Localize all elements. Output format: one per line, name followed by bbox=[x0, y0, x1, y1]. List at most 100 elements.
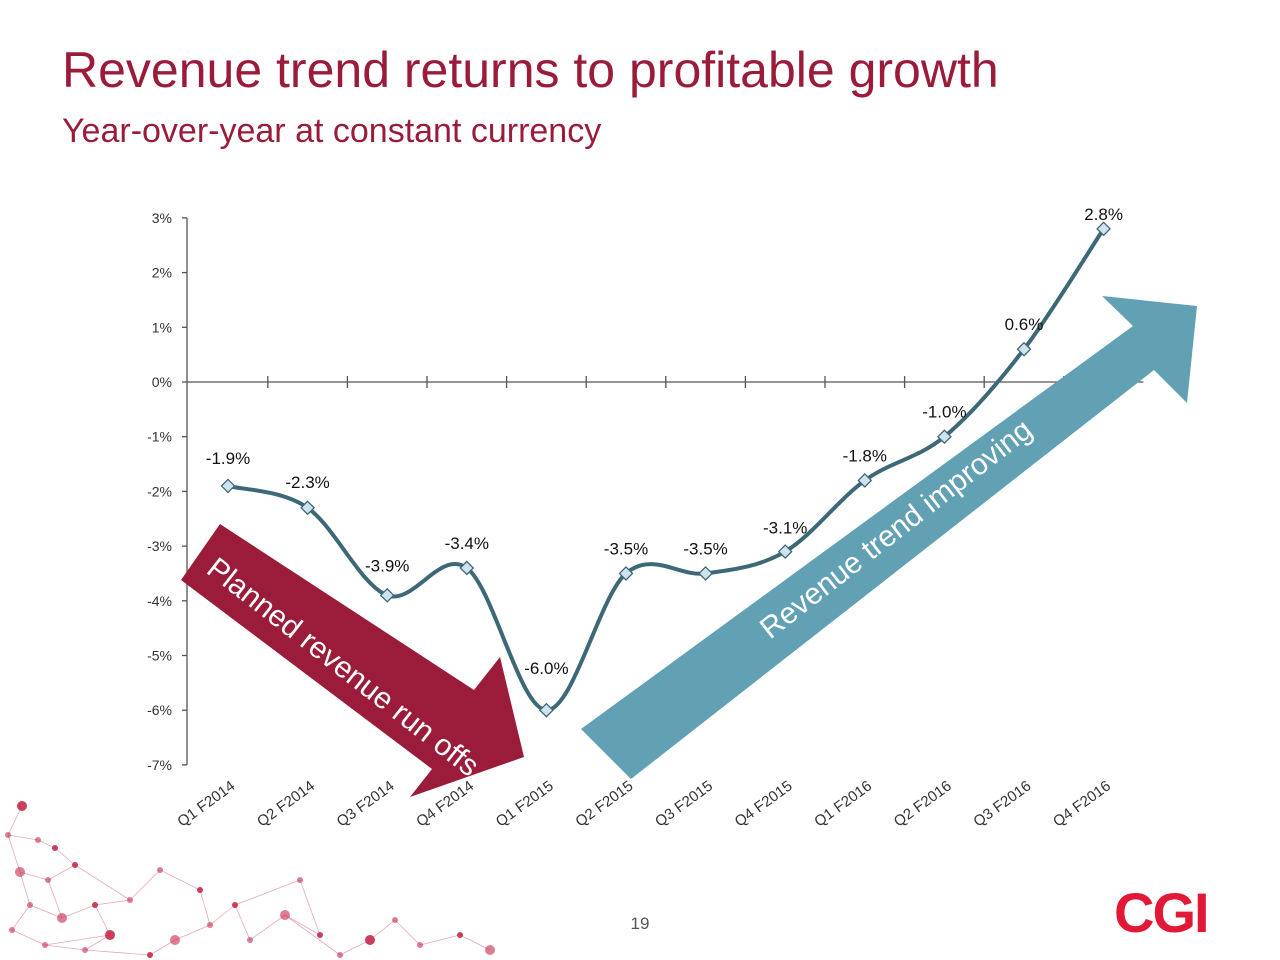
data-point-marker bbox=[538, 702, 554, 718]
data-point-marker bbox=[857, 473, 873, 488]
x-tick-label: Q2 F2016 bbox=[891, 777, 955, 830]
network-node bbox=[105, 930, 115, 940]
network-node bbox=[92, 902, 98, 908]
network-edge bbox=[369, 919, 396, 941]
down-arrow-shape bbox=[181, 524, 524, 797]
x-tick-label: Q3 F2014 bbox=[334, 777, 398, 830]
network-node bbox=[457, 932, 463, 938]
network-edge bbox=[459, 934, 491, 951]
network-edge bbox=[84, 949, 151, 956]
network-edge bbox=[234, 904, 251, 941]
data-point-marker bbox=[1016, 341, 1032, 357]
network-edge bbox=[284, 914, 341, 956]
network-node bbox=[337, 952, 343, 958]
network-node bbox=[157, 867, 163, 873]
y-tick-label: -6% bbox=[147, 702, 172, 718]
data-label: -6.0% bbox=[524, 659, 568, 678]
data-point-marker bbox=[379, 587, 395, 603]
network-edge bbox=[339, 939, 371, 956]
network-node bbox=[170, 935, 180, 945]
network-edge bbox=[7, 834, 39, 841]
data-label: -2.3% bbox=[285, 473, 329, 492]
network-decoration-icon bbox=[5, 801, 495, 958]
data-labels: -1.9% -2.3% -3.9% -3.4% -6.0% -3.5% -3.5% -3.1%… bbox=[206, 205, 1123, 678]
y-tick-label: -1% bbox=[147, 429, 172, 445]
data-label: -3.1% bbox=[763, 519, 807, 538]
y-tick-label: -2% bbox=[147, 483, 172, 499]
data-label: 2.8% bbox=[1084, 205, 1123, 224]
data-point-marker bbox=[698, 566, 714, 581]
chart-axes: 3% 2% 1% 0% -1% -2% -3% -4% -5% -6% -7% bbox=[147, 210, 1144, 773]
network-node bbox=[35, 837, 41, 843]
network-edge bbox=[234, 879, 301, 906]
y-tick-label: -3% bbox=[147, 538, 172, 554]
data-label: -3.4% bbox=[445, 534, 489, 553]
page-subtitle: Year-over-year at constant currency bbox=[62, 112, 602, 150]
y-tick-label: 0% bbox=[152, 374, 172, 390]
network-node bbox=[232, 902, 238, 908]
x-tick-label: Q4 F2016 bbox=[1050, 777, 1114, 830]
network-edge bbox=[54, 847, 76, 866]
network-edge bbox=[29, 904, 63, 919]
network-node bbox=[52, 845, 58, 851]
network-edge bbox=[129, 869, 161, 901]
network-edge bbox=[209, 904, 236, 926]
network-node bbox=[17, 801, 27, 811]
network-node bbox=[127, 897, 133, 903]
cgi-logo: CGI bbox=[1114, 881, 1210, 944]
network-node bbox=[27, 902, 33, 908]
down-arrow-label: Planned revenue run offs bbox=[201, 551, 485, 783]
data-label: -1.8% bbox=[843, 446, 887, 465]
network-edge bbox=[47, 879, 63, 919]
y-tick-label: -5% bbox=[147, 648, 172, 664]
x-tick-label: Q2 F2015 bbox=[572, 777, 636, 830]
data-label: -1.9% bbox=[206, 449, 250, 468]
y-tick-label: 1% bbox=[152, 319, 172, 335]
data-point-marker bbox=[936, 429, 952, 445]
y-tick-label: 2% bbox=[152, 265, 172, 281]
data-point-marker bbox=[459, 560, 475, 576]
x-tick-label: Q1 F2016 bbox=[811, 777, 875, 830]
page-title: Revenue trend returns to profitable grow… bbox=[62, 42, 999, 98]
network-node bbox=[247, 937, 253, 943]
network-edge bbox=[44, 944, 86, 951]
network-edge bbox=[74, 864, 131, 901]
network-node bbox=[15, 867, 25, 877]
x-tick-label: Q2 F2014 bbox=[254, 777, 318, 830]
network-node bbox=[42, 942, 48, 948]
network-node bbox=[5, 832, 11, 838]
up-arrow-shape bbox=[581, 296, 1197, 779]
network-edge bbox=[19, 871, 31, 906]
network-node bbox=[297, 877, 303, 883]
network-node bbox=[485, 945, 495, 955]
network-node bbox=[45, 877, 51, 883]
network-edge bbox=[199, 889, 211, 926]
network-node bbox=[417, 942, 423, 948]
network-node bbox=[280, 910, 290, 920]
data-label: -3.5% bbox=[683, 539, 727, 558]
x-tick-label: Q4 F2015 bbox=[732, 777, 796, 830]
network-edge bbox=[44, 934, 111, 946]
network-edge bbox=[299, 879, 321, 936]
network-edge bbox=[284, 914, 321, 936]
network-node bbox=[9, 927, 15, 933]
up-arrow: Revenue trend improving bbox=[581, 296, 1197, 779]
y-tick-label: -4% bbox=[147, 593, 172, 609]
network-edge bbox=[249, 914, 286, 941]
data-label: 0.6% bbox=[1005, 315, 1044, 334]
x-tick-label: Q1 F2015 bbox=[493, 777, 557, 830]
data-point-marker bbox=[300, 500, 316, 516]
x-tick-label: Q3 F2016 bbox=[970, 777, 1034, 830]
network-node bbox=[317, 932, 323, 938]
network-edge bbox=[7, 805, 23, 836]
y-tick-label: 3% bbox=[152, 210, 172, 226]
network-node bbox=[197, 887, 203, 893]
data-label: -3.5% bbox=[604, 539, 648, 558]
x-axis-labels: Q1 F2014 Q2 F2014 Q3 F2014 Q4 F2014 Q1 F2015… bbox=[174, 777, 1114, 830]
network-edge bbox=[61, 904, 96, 919]
y-tick-label: -7% bbox=[147, 757, 172, 773]
network-edge bbox=[11, 929, 46, 946]
page-number: 19 bbox=[630, 914, 650, 933]
data-markers bbox=[220, 221, 1112, 718]
